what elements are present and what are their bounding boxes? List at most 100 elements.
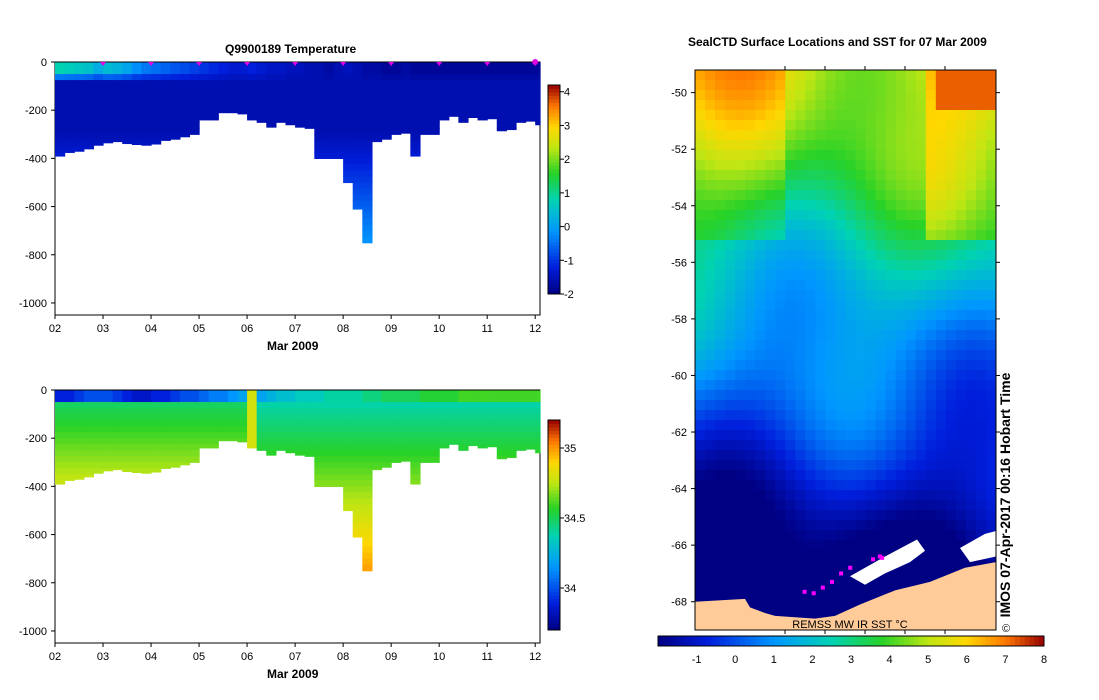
sst-cell xyxy=(765,250,776,261)
profile-cell xyxy=(391,116,402,123)
sst-cell xyxy=(765,240,776,251)
sst-cell xyxy=(695,310,706,321)
sst-cell xyxy=(725,200,736,211)
sst-cell xyxy=(765,320,776,331)
profile-cell xyxy=(333,390,344,397)
sst-cell xyxy=(805,350,816,361)
sst-cell xyxy=(855,360,867,371)
profile-cell xyxy=(496,122,507,129)
profile-cell xyxy=(131,402,143,409)
profile-cell xyxy=(323,420,335,427)
sst-cell xyxy=(865,510,877,521)
sea-ice xyxy=(850,539,925,585)
profile-cell xyxy=(256,408,267,415)
sst-cell xyxy=(815,350,826,361)
profile-cell xyxy=(333,80,344,87)
sst-cell xyxy=(875,280,887,291)
profile-cell xyxy=(429,426,440,433)
sst-cell xyxy=(795,440,806,451)
sst-cell xyxy=(825,550,836,561)
colorbar-segment xyxy=(686,636,693,646)
sst-cell xyxy=(935,70,947,81)
sst-cell xyxy=(785,520,796,531)
profile-cell xyxy=(525,420,536,427)
colorbar-segment xyxy=(875,636,881,646)
sst-cell xyxy=(815,120,826,131)
profile-cell xyxy=(439,402,450,409)
profile-cell xyxy=(208,98,219,105)
sst-cell xyxy=(785,250,796,261)
profile-cell xyxy=(371,402,383,409)
profile-cell xyxy=(199,116,210,121)
profile-cell xyxy=(496,432,507,439)
profile-cell xyxy=(304,426,315,433)
sst-cell xyxy=(845,350,857,361)
colorbar-segment xyxy=(548,91,560,96)
sst-cell xyxy=(925,160,937,171)
colorbar-segment xyxy=(548,269,560,274)
profile-cell xyxy=(199,390,210,397)
profile-cell xyxy=(323,86,335,93)
sst-cell xyxy=(765,180,776,191)
profile-cell xyxy=(295,402,306,409)
sst-cell xyxy=(875,490,887,501)
profile-cell xyxy=(487,390,498,397)
sst-cell xyxy=(825,270,836,281)
sst-cell xyxy=(975,440,987,451)
sst-cell xyxy=(835,560,846,571)
sst-cell xyxy=(765,580,776,591)
sst-cell xyxy=(775,260,786,271)
colorbar-segment xyxy=(548,437,560,442)
sst-cell xyxy=(855,150,867,161)
sst-cell xyxy=(835,440,846,451)
profile-cell xyxy=(179,92,191,99)
sst-cell xyxy=(885,240,897,251)
sst-cell xyxy=(775,470,786,481)
sst-cell xyxy=(925,290,937,301)
sst-cell xyxy=(795,600,806,611)
sst-cell xyxy=(805,100,816,111)
sst-cell xyxy=(975,340,987,351)
profile-cell xyxy=(74,408,85,415)
temperature-x-tick-label: 02 xyxy=(49,323,61,335)
sst-cell xyxy=(815,610,826,621)
temperature-x-tick-label: 10 xyxy=(433,323,445,335)
profile-cell xyxy=(400,402,411,409)
sst-cell xyxy=(765,230,776,241)
profile-cell xyxy=(131,68,143,75)
sst-cell xyxy=(865,250,877,261)
profile-cell xyxy=(410,92,421,99)
profile-cell xyxy=(151,92,162,99)
profile-cell xyxy=(160,426,171,433)
sst-cell xyxy=(885,300,897,311)
sst-cell xyxy=(765,350,776,361)
profile-cell xyxy=(323,414,335,421)
profile-cell xyxy=(208,414,219,421)
profile-cell xyxy=(343,146,354,153)
sst-cell xyxy=(715,550,726,561)
sst-cell xyxy=(905,580,917,591)
profile-cell xyxy=(189,86,200,93)
map-y-tick-label: -58 xyxy=(671,314,687,326)
profile-cell xyxy=(535,68,541,75)
profile-cell xyxy=(208,444,219,449)
profile-cell xyxy=(362,516,373,524)
sst-cell xyxy=(815,490,826,501)
profile-cell xyxy=(506,128,517,131)
profile-cell xyxy=(151,450,162,457)
sst-cell xyxy=(795,560,806,571)
sst-cell xyxy=(735,130,746,141)
profile-cell xyxy=(439,62,450,69)
profile-cell xyxy=(227,92,239,99)
profile-cell xyxy=(74,426,85,433)
profile-cell xyxy=(170,408,181,415)
sst-cell xyxy=(985,220,997,231)
sst-cell xyxy=(975,230,987,241)
sst-cell xyxy=(755,200,766,211)
profile-cell xyxy=(352,486,363,494)
sst-cell xyxy=(935,280,947,291)
sst-cell xyxy=(975,490,987,501)
colorbar-segment xyxy=(548,234,560,239)
profile-cell xyxy=(343,438,354,445)
profile-cell xyxy=(343,456,354,463)
